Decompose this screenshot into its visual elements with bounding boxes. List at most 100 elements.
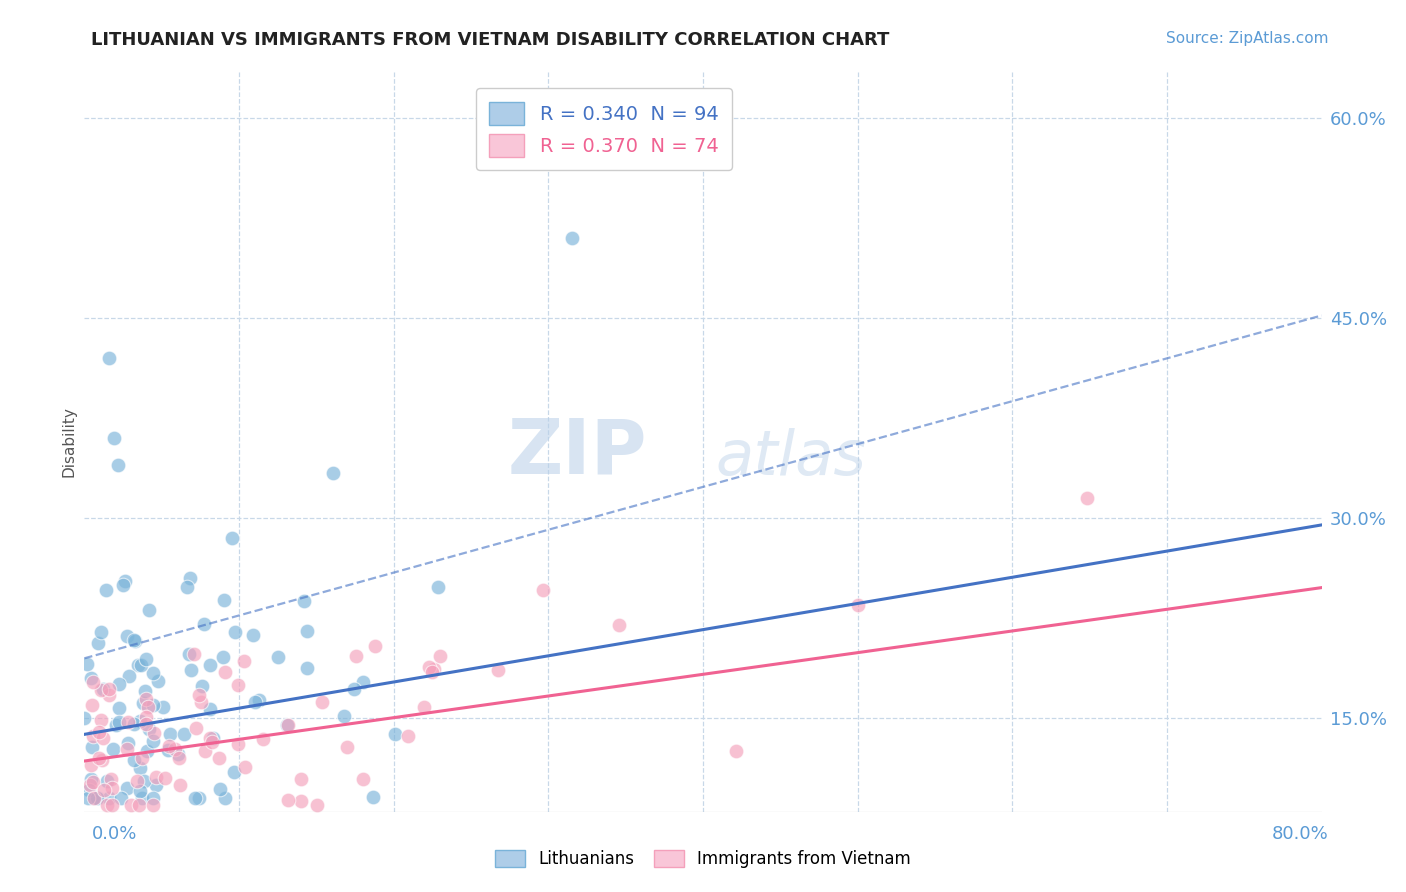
Point <box>120 798 142 813</box>
Point <box>142 798 165 813</box>
Point <box>311 695 333 709</box>
Text: atlas: atlas <box>716 428 866 488</box>
Point <box>132 774 155 789</box>
Point <box>82 791 104 805</box>
Point <box>86 791 108 805</box>
Point <box>420 665 443 679</box>
Point <box>107 676 129 690</box>
Point <box>214 791 236 805</box>
Point <box>183 647 205 661</box>
Point <box>209 782 232 797</box>
Point <box>396 729 419 743</box>
Point <box>188 689 211 703</box>
Text: ZIP: ZIP <box>508 416 647 490</box>
Point <box>80 698 103 712</box>
Point <box>169 778 191 792</box>
Point <box>267 649 290 664</box>
Point <box>153 772 176 786</box>
Point <box>344 649 367 664</box>
Point <box>89 725 111 739</box>
Point <box>77 791 100 805</box>
Point <box>249 693 271 707</box>
Point <box>100 772 122 787</box>
Point <box>146 673 169 688</box>
Point <box>80 671 103 685</box>
Point <box>145 778 167 792</box>
Point <box>342 681 364 696</box>
Point <box>245 695 267 709</box>
Point <box>188 791 211 805</box>
Point <box>89 751 111 765</box>
Text: LITHUANIAN VS IMMIGRANTS FROM VIETNAM DISABILITY CORRELATION CHART: LITHUANIAN VS IMMIGRANTS FROM VIETNAM DI… <box>91 31 890 49</box>
Point <box>252 732 274 747</box>
Point <box>202 731 225 746</box>
Point <box>103 742 125 756</box>
Point <box>90 682 112 697</box>
Point <box>76 657 98 671</box>
Point <box>93 731 115 745</box>
Point <box>277 718 299 732</box>
Point <box>101 780 124 795</box>
Point <box>427 580 450 594</box>
Point <box>79 782 101 797</box>
Point <box>107 715 129 730</box>
Point <box>134 684 156 698</box>
Point <box>122 717 145 731</box>
Point <box>82 775 104 789</box>
Point <box>429 648 451 663</box>
Point <box>233 759 256 773</box>
Point <box>94 582 117 597</box>
Point <box>93 783 115 797</box>
Point <box>184 791 207 805</box>
Point <box>193 617 215 632</box>
Point <box>353 772 375 786</box>
Point <box>117 781 139 796</box>
Point <box>124 633 146 648</box>
Point <box>725 744 748 758</box>
Point <box>142 698 165 712</box>
Point <box>560 231 583 245</box>
Point <box>128 784 150 798</box>
Point <box>145 770 167 784</box>
Point <box>491 151 513 165</box>
Point <box>114 574 136 589</box>
Point <box>110 791 132 805</box>
Point <box>276 718 298 732</box>
Text: 0.0%: 0.0% <box>91 825 136 843</box>
Point <box>200 731 222 745</box>
Point <box>191 679 214 693</box>
Point <box>208 751 231 765</box>
Point <box>82 674 104 689</box>
Point <box>131 791 153 805</box>
Point <box>122 632 145 647</box>
Point <box>127 773 149 788</box>
Point <box>97 688 120 702</box>
Point <box>79 778 101 792</box>
Point <box>177 647 200 661</box>
Point <box>607 618 630 632</box>
Point <box>322 467 344 481</box>
Point <box>135 717 157 731</box>
Point <box>361 790 384 805</box>
Point <box>103 431 125 445</box>
Text: 80.0%: 80.0% <box>1272 825 1329 843</box>
Point <box>363 640 385 654</box>
Point <box>198 702 221 716</box>
Point <box>211 649 233 664</box>
Point <box>165 742 187 756</box>
Point <box>131 750 153 764</box>
Point <box>115 742 138 756</box>
Point <box>96 798 118 813</box>
Point <box>212 593 235 607</box>
Point <box>142 666 165 681</box>
Point <box>384 726 406 740</box>
Point <box>214 665 236 679</box>
Y-axis label: Disability: Disability <box>60 406 76 477</box>
Point <box>152 700 174 714</box>
Point <box>333 708 356 723</box>
Point <box>156 743 179 757</box>
Point <box>122 753 145 767</box>
Point <box>87 635 110 649</box>
Point <box>136 744 159 758</box>
Point <box>117 736 139 750</box>
